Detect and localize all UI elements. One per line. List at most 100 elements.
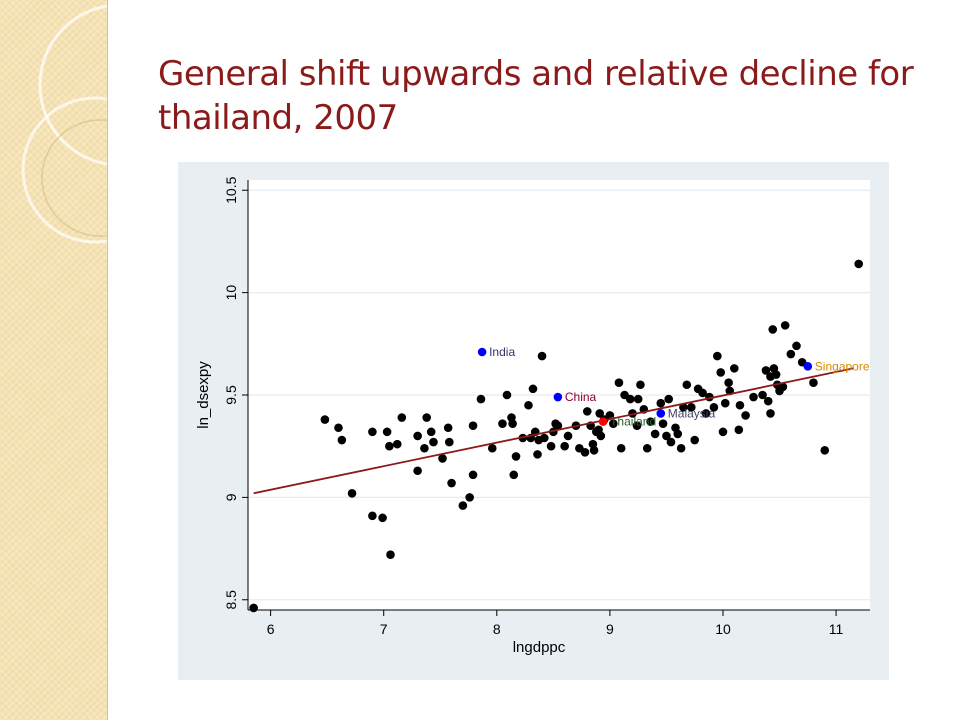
data-point xyxy=(786,349,796,359)
point-label: Thailand xyxy=(610,415,656,429)
data-point xyxy=(596,431,606,441)
data-point xyxy=(720,398,730,408)
data-point xyxy=(498,419,507,428)
x-tick-label: 11 xyxy=(829,621,844,637)
data-point xyxy=(690,435,700,445)
data-point xyxy=(741,411,750,420)
data-point xyxy=(778,382,788,392)
data-point xyxy=(636,380,645,390)
data-point xyxy=(524,400,533,410)
data-point xyxy=(249,603,258,613)
data-point xyxy=(766,409,775,418)
highlight-point xyxy=(553,392,563,402)
data-point xyxy=(445,437,454,447)
data-point xyxy=(724,378,733,388)
decorative-circles xyxy=(21,4,107,244)
data-point xyxy=(509,470,519,480)
data-point xyxy=(820,445,830,455)
data-point xyxy=(701,409,711,418)
data-point xyxy=(632,421,642,431)
chart-panel: 8.5 9 9.5 10 10.5 6 7 8 9 10 11 lngdppc ln_dsexpy Ind… xyxy=(178,162,889,680)
data-point xyxy=(698,388,707,398)
data-point xyxy=(614,378,624,388)
data-point xyxy=(508,419,517,428)
data-point xyxy=(625,394,635,404)
data-point xyxy=(386,550,395,560)
data-point xyxy=(429,437,438,447)
data-point xyxy=(443,423,453,433)
data-point xyxy=(347,488,357,498)
data-point xyxy=(595,409,605,418)
data-point xyxy=(718,427,728,437)
data-point xyxy=(420,443,429,453)
data-point xyxy=(563,431,573,441)
data-point xyxy=(761,366,771,375)
data-point xyxy=(605,411,615,420)
scatter-chart: 8.5 9 9.5 10 10.5 6 7 8 9 10 11 lngdppc ln_dsexpy Ind… xyxy=(195,176,870,656)
data-point xyxy=(616,443,626,453)
data-point xyxy=(487,443,497,453)
data-point xyxy=(666,437,676,447)
decorative-ring xyxy=(21,96,107,244)
x-tick-label: 9 xyxy=(606,621,614,637)
x-tick-label: 7 xyxy=(380,621,388,637)
point-label: Malaysia xyxy=(668,406,716,420)
highlight-point xyxy=(598,417,608,426)
data-point xyxy=(608,419,618,428)
data-point xyxy=(458,501,468,510)
point-label: Singapore xyxy=(815,359,870,373)
x-tick-label: 6 xyxy=(267,621,275,637)
data-point xyxy=(735,400,745,410)
data-point xyxy=(682,380,692,390)
data-point xyxy=(633,394,643,404)
data-point xyxy=(502,390,512,400)
data-point xyxy=(758,390,767,400)
x-tick-label: 8 xyxy=(493,621,501,637)
data-point xyxy=(382,427,392,437)
data-point xyxy=(749,392,758,402)
data-point xyxy=(511,452,521,461)
data-point xyxy=(646,417,655,426)
data-point xyxy=(468,470,478,480)
decorative-ring xyxy=(38,4,107,166)
data-point xyxy=(413,431,422,441)
y-tick-label: 9.5 xyxy=(223,385,239,405)
data-point xyxy=(537,351,547,361)
data-point xyxy=(539,433,549,443)
data-point xyxy=(438,454,447,463)
data-point xyxy=(447,478,456,488)
highlight-point xyxy=(477,347,487,357)
data-point xyxy=(589,445,599,455)
data-point xyxy=(413,466,422,476)
data-point xyxy=(368,427,377,437)
data-point xyxy=(673,429,683,439)
data-point xyxy=(780,321,790,330)
point-label: China xyxy=(565,390,597,404)
data-point xyxy=(642,443,652,453)
data-point xyxy=(650,429,660,439)
data-point xyxy=(476,394,486,404)
fit-line xyxy=(253,367,854,495)
y-axis-title: ln_dsexpy xyxy=(195,361,212,429)
data-point xyxy=(553,421,563,431)
data-point xyxy=(768,325,778,334)
decorative-ring xyxy=(41,119,107,237)
data-point xyxy=(533,450,542,459)
data-point xyxy=(426,427,436,437)
decorative-sidebar xyxy=(0,0,108,720)
data-point xyxy=(465,493,474,502)
data-point xyxy=(676,443,686,453)
y-tick-label: 9 xyxy=(223,493,239,501)
y-tick-label: 10 xyxy=(223,285,239,301)
data-point xyxy=(546,441,556,451)
data-point xyxy=(656,398,666,408)
data-point xyxy=(734,425,744,435)
data-point xyxy=(771,370,781,379)
data-point xyxy=(664,394,673,404)
data-point xyxy=(392,439,402,449)
slide-title: General shift upwards and relative decli… xyxy=(158,54,914,138)
data-point xyxy=(385,441,394,451)
data-point xyxy=(662,431,671,441)
data-point xyxy=(679,402,688,412)
data-point xyxy=(582,407,592,416)
